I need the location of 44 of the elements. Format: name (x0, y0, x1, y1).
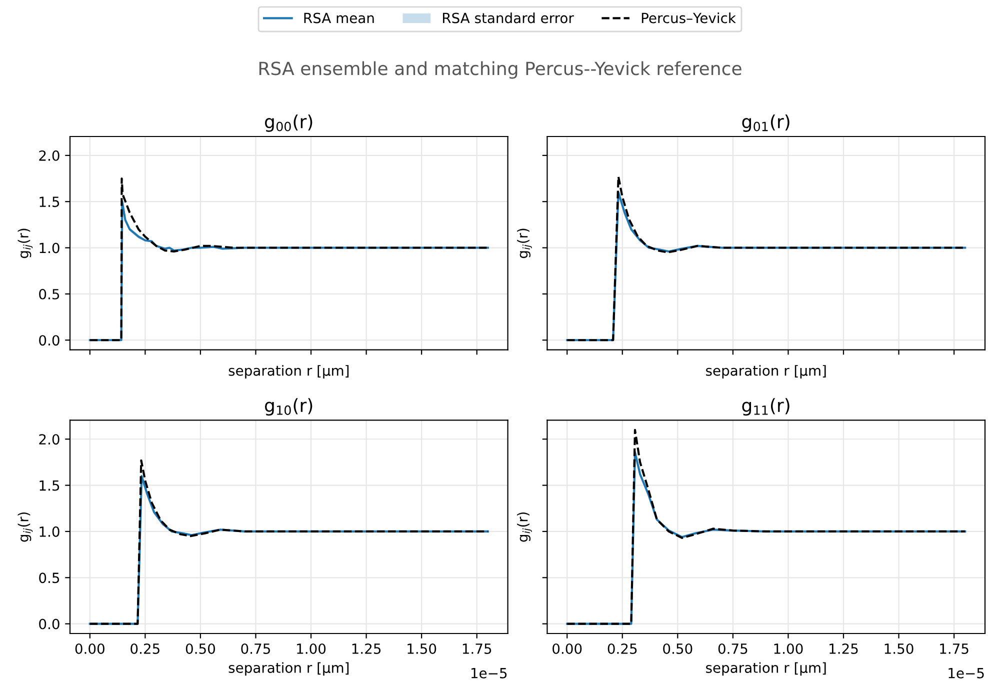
x-axis-title: separation r [μm] (228, 365, 349, 379)
x-tick-label: 1.00 (297, 643, 326, 654)
x-tick-label: 0.50 (663, 643, 692, 654)
x-tick-label: 1.00 (774, 643, 803, 654)
text: RSA ensemble and matching Percus--Yevick reference (259, 61, 742, 79)
y-tick-label: 1.5 (40, 196, 60, 208)
chart-title: g$_{10}$(r) (264, 398, 312, 416)
y-tick-label: 0.0 (39, 618, 60, 630)
chart-title: g$_{11}$(r) (742, 398, 790, 416)
x-tick-label: 0.00 (552, 643, 582, 654)
y-tick-label: 0.0 (39, 335, 60, 346)
y-tick-label: 0.5 (39, 572, 60, 584)
y-axis-title: g$_{ij}$(r) (517, 228, 532, 258)
x-axis-title: separation r [μm] (706, 662, 826, 676)
x-tick-label: 1.25 (830, 643, 858, 654)
x-tick-label: 1.75 (940, 644, 968, 654)
x-tick-label: 1.50 (408, 643, 436, 654)
y-tick-label: 2.0 (39, 434, 60, 445)
x-tick-label: 1.25 (352, 643, 381, 654)
text: 1e−5 (471, 668, 507, 678)
y-tick-label: 1.0 (40, 526, 60, 537)
text: RSA standard error (442, 12, 574, 24)
x-tick-label: 1.50 (884, 643, 914, 654)
legend-label: RSA mean (304, 12, 374, 24)
y-axis-title: g$_{ij}$(r) (18, 228, 33, 258)
y-tick-label: 0.5 (39, 288, 60, 300)
x-tick-label: 0.00 (75, 643, 104, 654)
chart-title: g$_{01}$(r) (742, 114, 790, 132)
x-tick-label: 0.75 (718, 643, 748, 654)
x-tick-label: 1.75 (462, 644, 492, 654)
y-tick-label: 2.0 (39, 150, 60, 161)
text: 1e−5 (948, 668, 984, 678)
x-tick-label: 0.25 (608, 643, 637, 654)
y-axis-title: g$_{ij}$(r) (517, 512, 532, 542)
y-tick-label: 1.5 (40, 480, 60, 491)
x-axis-title: separation r [μm] (228, 662, 349, 676)
x-tick-label: 0.25 (130, 643, 160, 654)
x-tick-label: 0.50 (186, 643, 215, 654)
y-axis-title: g$_{ij}$(r) (18, 512, 33, 542)
x-tick-label: 0.75 (241, 643, 270, 654)
chart-title: g$_{00}$(r) (264, 114, 312, 132)
x-axis-title: separation r [μm] (706, 365, 826, 379)
legend-label: Percus–Yevick (642, 12, 736, 24)
y-tick-label: 1.0 (40, 242, 60, 254)
